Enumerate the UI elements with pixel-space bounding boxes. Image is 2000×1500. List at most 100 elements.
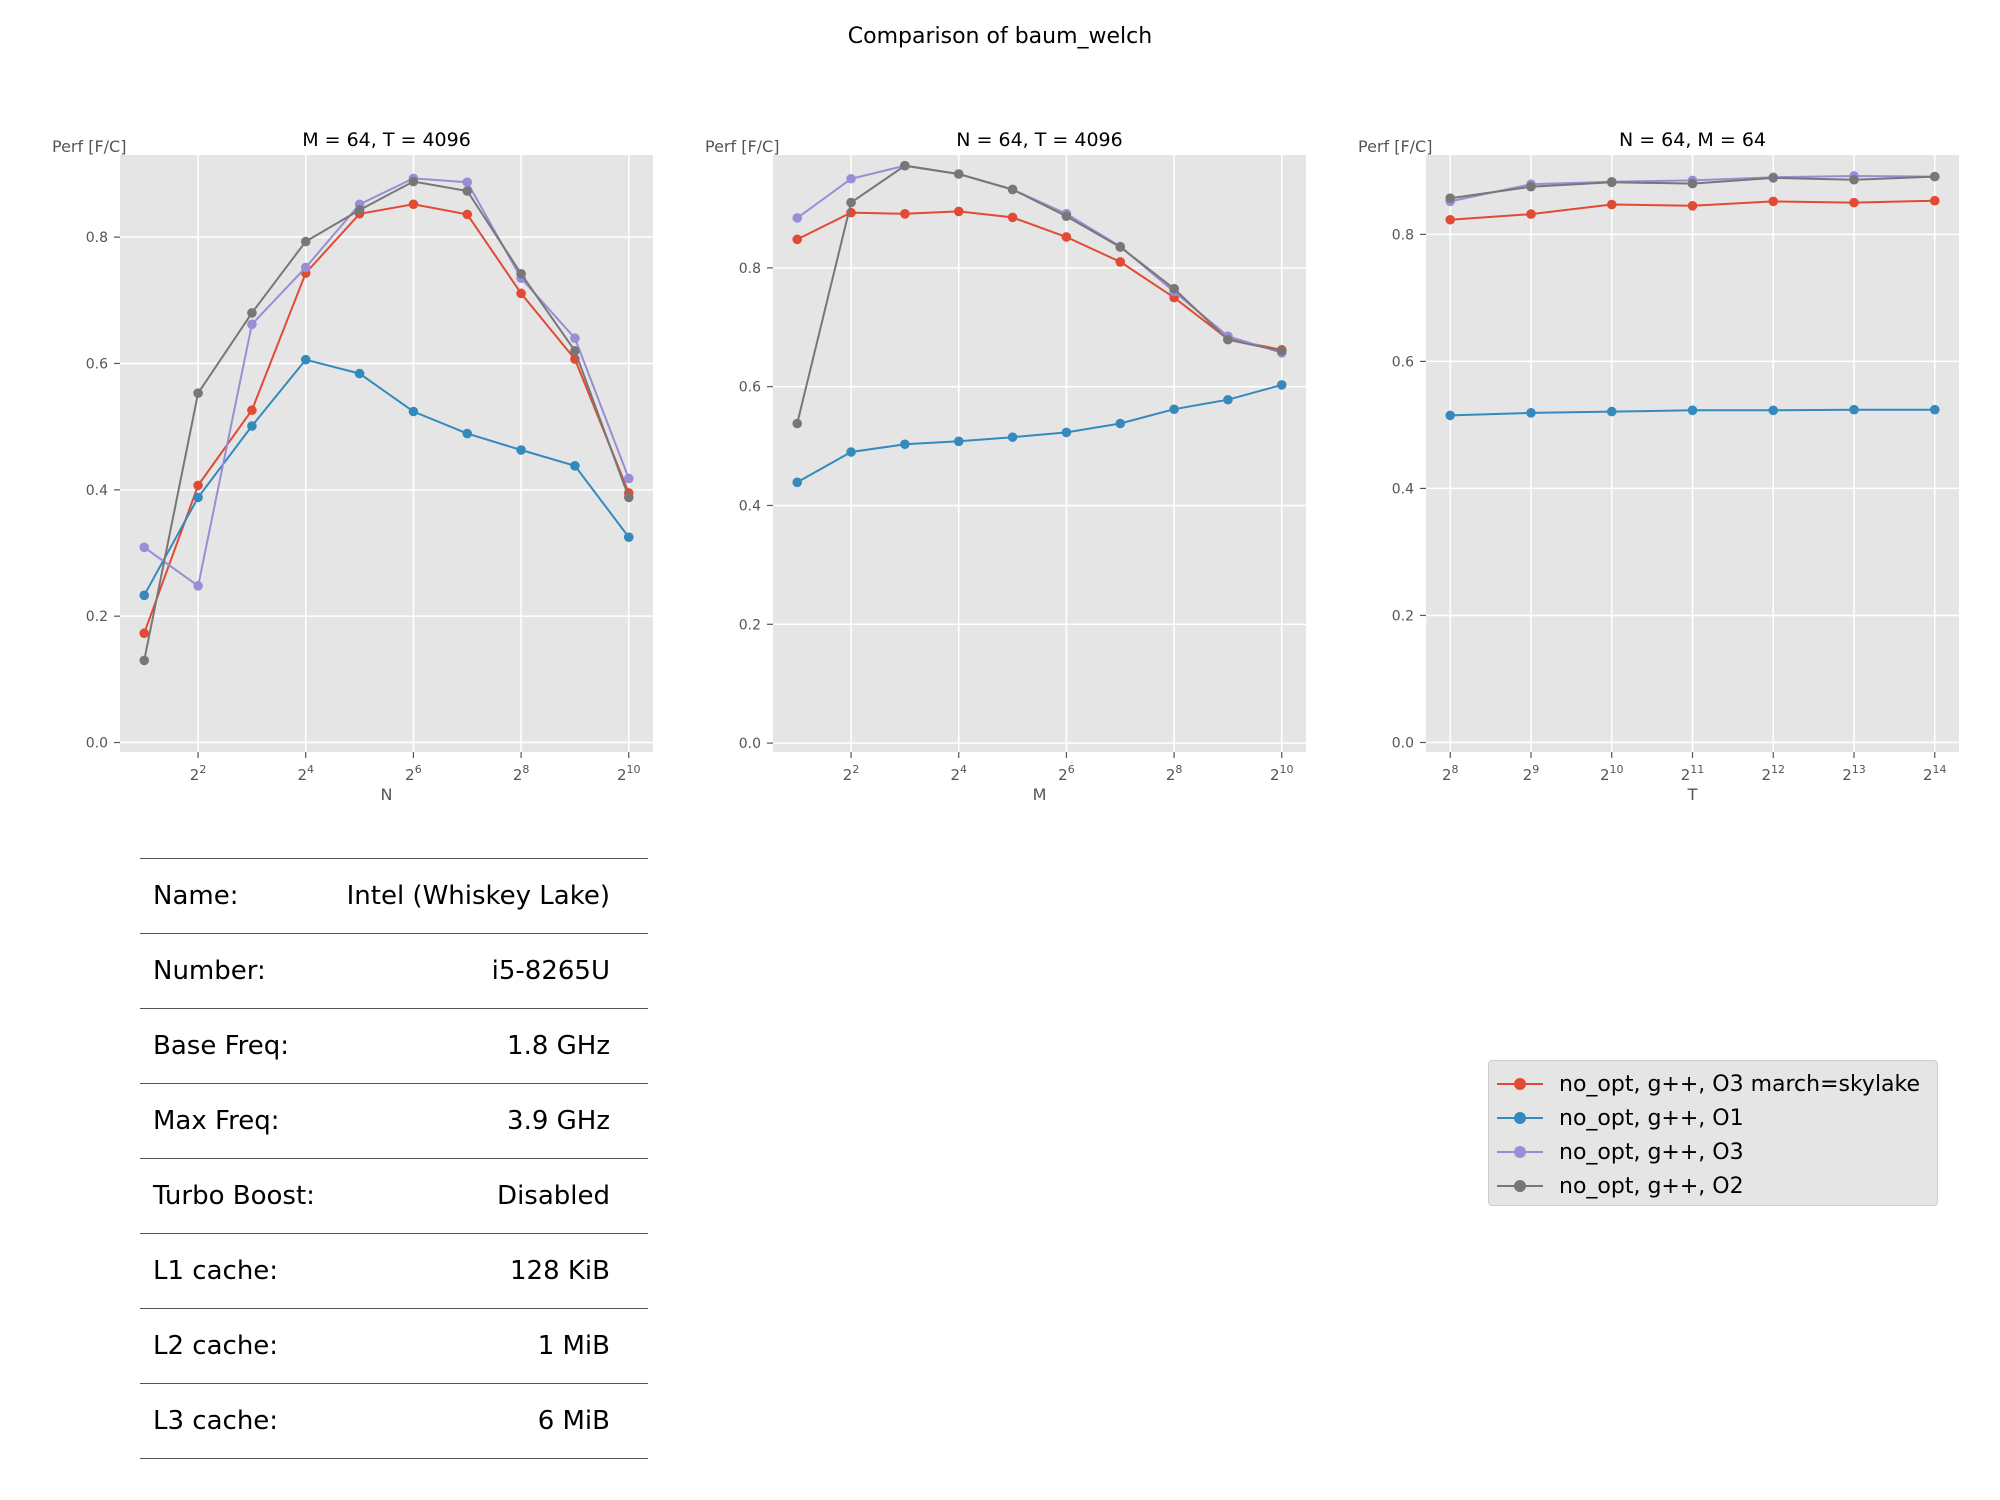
data-point [1929, 404, 1940, 415]
y-tick-label: 0.0 [739, 736, 761, 752]
y-axis-label: Perf [F/C] [1358, 137, 1432, 156]
data-point [570, 346, 580, 356]
cpu-info-row: Number: i5-8265U [140, 933, 648, 1009]
data-point [193, 388, 203, 398]
data-point [900, 209, 910, 219]
data-point [1007, 184, 1018, 195]
legend-swatch [1489, 1169, 1559, 1203]
chart-perf-vs-t: 0.0 0.2 0.4 0.6 0.8 28 29 210 211 212 213 214 N = 64… [1358, 129, 1959, 804]
data-point [247, 308, 257, 318]
data-point [354, 368, 365, 379]
data-point [247, 319, 257, 330]
y-tick-label: 0.2 [86, 609, 108, 625]
cpu-info-value: Disabled [330, 1158, 648, 1234]
cpu-info-row: L3 cache: 6 MiB [140, 1383, 648, 1459]
cpu-info-value: 1.8 GHz [330, 1008, 648, 1084]
data-point [1007, 432, 1018, 442]
data-point [1768, 173, 1779, 183]
data-point [792, 418, 803, 429]
x-tick-label: 212 [1761, 763, 1785, 784]
x-tick-label: 214 [1923, 763, 1947, 784]
legend-label: no_opt, g++, O3 march=skylake [1559, 1071, 1921, 1097]
x-tick-label: 211 [1681, 763, 1705, 784]
cpu-info-value: 3.9 GHz [330, 1083, 648, 1159]
chart-perf-vs-m: 0.0 0.2 0.4 0.6 0.8 22 24 26 28 210 N = 64, T = 40… [705, 129, 1306, 804]
x-tick-label: 26 [1058, 763, 1075, 784]
data-point [462, 209, 473, 220]
data-point [1115, 418, 1126, 429]
data-point [792, 234, 803, 245]
data-point [1061, 232, 1072, 242]
chart-title: M = 64, T = 4096 [302, 129, 471, 151]
data-point [1115, 257, 1126, 267]
legend-item: no_opt, g++, O3 march=skylake [1489, 1067, 1920, 1101]
x-tick-label: 28 [1442, 763, 1459, 784]
cpu-info-label: Turbo Boost: [140, 1158, 331, 1234]
data-point [1526, 408, 1536, 418]
cpu-info-value: i5-8265U [330, 933, 648, 1009]
data-point [1606, 177, 1617, 188]
y-tick-label: 0.0 [86, 736, 108, 752]
plot-background [773, 155, 1306, 752]
data-point [247, 421, 257, 431]
x-axis-label: T [1687, 785, 1698, 804]
cpu-info-table: Name: Intel (Whiskey Lake) Number: i5-82… [140, 858, 648, 1459]
y-tick-label: 0.8 [1392, 227, 1414, 243]
x-tick-label: 24 [950, 763, 967, 784]
plot-area: 0.0 0.2 0.4 0.6 0.8 22 24 26 28 210 M = 64, T = 40… [52, 129, 653, 804]
data-point [1526, 181, 1536, 192]
cpu-info-row: Turbo Boost: Disabled [140, 1158, 648, 1234]
x-axis-label: N [381, 785, 393, 804]
legend-label: no_opt, g++, O3 [1559, 1139, 1744, 1165]
legend-swatch [1489, 1101, 1559, 1135]
cpu-info-row: L2 cache: 1 MiB [140, 1308, 648, 1384]
y-tick-label: 0.8 [86, 230, 108, 246]
data-point [354, 205, 365, 215]
data-point [1223, 334, 1233, 345]
series-line [143, 358, 630, 596]
data-point [300, 262, 311, 273]
data-point [1445, 214, 1456, 225]
data-point [516, 288, 526, 299]
y-tick-label: 0.2 [1392, 608, 1414, 624]
data-point [1849, 174, 1859, 185]
data-point [1606, 199, 1617, 210]
data-point [1849, 404, 1859, 415]
x-tick-label: 28 [1166, 763, 1183, 784]
cpu-info-value: 6 MiB [330, 1383, 648, 1459]
data-point [623, 473, 634, 484]
cpu-info-label: L3 cache: [140, 1383, 331, 1459]
data-point [792, 213, 803, 223]
cpu-info-value: 128 KiB [330, 1233, 648, 1309]
data-point [139, 590, 150, 601]
chart-perf-vs-n: 0.0 0.2 0.4 0.6 0.8 22 24 26 28 210 M = 64, T = 40… [52, 129, 653, 804]
y-tick-label: 0.4 [86, 483, 108, 499]
legend-label: no_opt, g++, O1 [1559, 1105, 1744, 1131]
cpu-info-value: Intel (Whiskey Lake) [330, 858, 648, 934]
data-point [193, 492, 203, 503]
data-point [1768, 405, 1779, 416]
data-point [247, 405, 257, 416]
series-line [796, 210, 1282, 351]
cpu-info-row: Name: Intel (Whiskey Lake) [140, 858, 648, 934]
legend-item: no_opt, g++, O2 [1489, 1169, 1744, 1203]
y-tick-label: 0.6 [739, 380, 761, 396]
series-line [143, 180, 630, 661]
data-point [408, 199, 419, 210]
data-point [139, 542, 150, 553]
data-point [462, 428, 473, 439]
figure-title: Comparison of baum_welch [847, 24, 1153, 49]
data-point [792, 477, 803, 488]
data-point [1115, 242, 1126, 252]
data-point [516, 268, 526, 279]
data-point [1849, 197, 1859, 208]
series-line [796, 164, 1283, 424]
cpu-info-label: L2 cache: [140, 1308, 331, 1384]
data-point [1276, 380, 1287, 390]
cpu-info-row: Base Freq: 1.8 GHz [140, 1008, 648, 1084]
y-tick-label: 0.4 [1392, 481, 1414, 497]
data-point [846, 197, 856, 208]
data-point [900, 439, 910, 450]
data-point [1061, 427, 1072, 438]
